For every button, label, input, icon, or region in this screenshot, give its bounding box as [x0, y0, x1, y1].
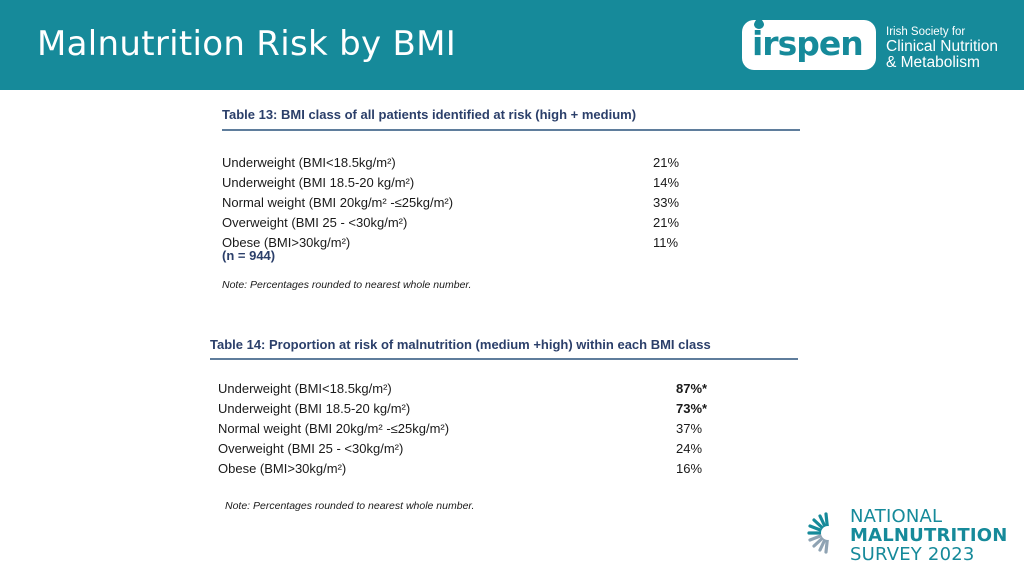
- row-value: 87%*: [676, 381, 708, 396]
- survey-wordmark: NATIONAL MALNUTRITION SURVEY 2023: [850, 507, 1008, 564]
- drop-icon: [754, 16, 764, 29]
- row-value: 33%: [653, 195, 680, 210]
- row-label: Normal weight (BMI 20kg/m² -≤25kg/m²): [218, 421, 450, 436]
- row-label: Underweight (BMI<18.5kg/m²): [218, 381, 392, 396]
- irspen-logo: irspen Irish Society for Clinical Nutrit…: [742, 16, 1017, 72]
- header-banner: Malnutrition Risk by BMI irspen Irish So…: [0, 0, 1024, 90]
- row-value: 37%: [676, 421, 703, 436]
- row-value: 11%: [653, 235, 679, 250]
- page-title: Malnutrition Risk by BMI: [37, 24, 457, 64]
- row-value: 21%: [653, 215, 680, 230]
- org-line-3: & Metabolism: [886, 54, 980, 71]
- row-value: 21%: [653, 155, 680, 170]
- row-label: Underweight (BMI<18.5kg/m²): [222, 155, 396, 170]
- org-name: Irish Society for Clinical Nutrition & M…: [886, 26, 998, 71]
- row-value: 16%: [676, 461, 703, 476]
- table-13-note: Note: Percentages rounded to nearest who…: [222, 279, 472, 291]
- table-13-caption: Table 13: BMI class of all patients iden…: [222, 107, 637, 122]
- sunburst-icon: [807, 512, 835, 554]
- survey-line-2: MALNUTRITION: [850, 525, 1008, 546]
- table-14: Table 14: Proportion at risk of malnutri…: [210, 337, 802, 517]
- row-label: Overweight (BMI 25 - <30kg/m²): [218, 441, 404, 456]
- row-value: 24%: [676, 441, 703, 456]
- row-label: Normal weight (BMI 20kg/m² -≤25kg/m²): [222, 195, 454, 210]
- sample-size: (n = 944): [222, 248, 276, 263]
- row-label: Underweight (BMI 18.5-20 kg/m²): [218, 401, 411, 416]
- survey-logo: NATIONAL MALNUTRITION SURVEY 2023: [806, 507, 1018, 569]
- org-line-1: Irish Society for: [886, 26, 966, 38]
- table-13-rule: [222, 129, 800, 131]
- table-14-rule: [210, 358, 798, 360]
- org-line-2: Clinical Nutrition: [886, 38, 998, 55]
- row-value: 73%*: [676, 401, 708, 416]
- row-label: Underweight (BMI 18.5-20 kg/m²): [222, 175, 415, 190]
- survey-line-1: NATIONAL: [850, 506, 943, 527]
- logo-wordmark: irspen: [752, 24, 864, 63]
- table-13: Table 13: BMI class of all patients iden…: [222, 107, 802, 297]
- table-14-note: Note: Percentages rounded to nearest who…: [225, 500, 475, 512]
- row-label: Overweight (BMI 25 - <30kg/m²): [222, 215, 408, 230]
- survey-line-3: SURVEY 2023: [850, 544, 975, 565]
- row-label: Obese (BMI>30kg/m²): [218, 461, 347, 476]
- row-label: Obese (BMI>30kg/m²): [222, 235, 351, 250]
- row-value: 14%: [653, 175, 680, 190]
- logo-badge: irspen: [742, 16, 876, 70]
- table-14-caption: Table 14: Proportion at risk of malnutri…: [210, 337, 711, 352]
